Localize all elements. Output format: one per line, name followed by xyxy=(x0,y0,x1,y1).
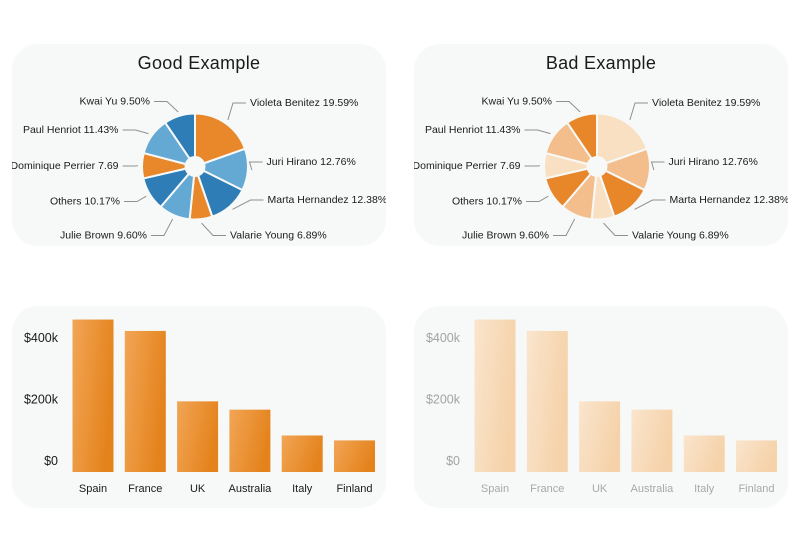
bar-category-label: Spain xyxy=(79,483,107,495)
leader-line xyxy=(629,102,648,121)
pie-slice xyxy=(164,112,196,168)
bar-category-label: Italy xyxy=(292,483,313,495)
bad-bar-chart: $400k $200k $0 Spain France UK Australia Italy F… xyxy=(426,319,777,495)
bar xyxy=(334,440,375,472)
pie-slice-label: Paul Henriot 11.43% xyxy=(23,124,119,136)
bar-category-label: UK xyxy=(592,483,608,495)
leader-line xyxy=(201,222,226,236)
pie-slice-label: Juri Hirano 12.76% xyxy=(267,156,356,168)
pie-slice-label: Paul Henriot 11.43% xyxy=(425,124,521,136)
good-example-title: Good Example xyxy=(137,53,261,73)
leader-line xyxy=(650,161,665,171)
pie-slice xyxy=(596,112,648,168)
bar-value-axis-label: $200k xyxy=(426,393,461,407)
leader-line xyxy=(227,102,246,121)
pie-slice-label: Marta Hernandez 12.38% xyxy=(268,194,387,206)
leader-line xyxy=(232,199,264,210)
bar-category-label: France xyxy=(530,483,564,495)
pie-slice-label: Kwai Yu 9.50% xyxy=(482,96,552,108)
bar-value-axis-label: $200k xyxy=(24,393,59,407)
bar-category-label: Finland xyxy=(336,483,372,495)
leader-line xyxy=(526,195,549,202)
bar-category-label: Finland xyxy=(738,483,774,495)
pie-slice-label: Others 10.17% xyxy=(50,196,120,208)
bar xyxy=(526,330,568,472)
bar xyxy=(579,401,621,472)
pie-slice-label: Violeta Benitez 19.59% xyxy=(250,97,358,109)
pie-slice xyxy=(194,112,246,168)
leader-line xyxy=(154,101,179,113)
bar-value-axis-label: $400k xyxy=(24,331,59,345)
pie-slice-label: Julie Brown 9.60% xyxy=(60,230,147,242)
pie-slice-label: Julie Brown 9.60% xyxy=(462,230,549,242)
pie-slice-label: Others 10.17% xyxy=(452,196,522,208)
good-bar-chart: $400k $200k $0 Spain France UK Australia Italy F… xyxy=(24,319,375,495)
leader-line xyxy=(122,129,149,135)
good-pie-chart: Violeta Benitez 19.59% Juri Hirano 12.76%… xyxy=(12,96,387,242)
bad-example-title: Bad Example xyxy=(545,53,657,73)
leader-line xyxy=(248,161,263,171)
leader-line xyxy=(151,218,174,236)
bar xyxy=(631,409,673,472)
pie-slice-label: Marta Hernandez 12.38% xyxy=(670,194,789,206)
leader-line xyxy=(556,101,581,113)
bar-value-axis-label: $0 xyxy=(44,454,58,468)
pie-slice-label: Kwai Yu 9.50% xyxy=(80,96,150,108)
bar-category-label: Australia xyxy=(229,483,273,495)
pie-slice-label: Juri Hirano 12.76% xyxy=(669,156,758,168)
bad-pie-card: Bad Example Violeta Benitez 19.59% Juri H… xyxy=(414,44,788,246)
leader-line xyxy=(634,199,666,210)
pie-slice-label: Valarie Young 6.89% xyxy=(632,230,729,242)
pie-slice-label: Dominique Perrier 7.69 xyxy=(414,160,521,172)
bar-value-axis-label: $0 xyxy=(446,454,460,468)
bar-category-label: Australia xyxy=(631,483,675,495)
leader-line xyxy=(124,195,147,202)
bar-category-label: France xyxy=(128,483,162,495)
bar-category-label: Spain xyxy=(481,483,509,495)
bad-bar-card: $400k $200k $0 Spain France UK Australia Italy F… xyxy=(414,306,788,508)
good-bar-card: $400k $200k $0 Spain France UK Australia Italy F… xyxy=(12,306,386,508)
bar xyxy=(177,401,219,472)
pie-slice-label: Dominique Perrier 7.69 xyxy=(12,160,119,172)
bad-pie-chart: Violeta Benitez 19.59% Juri Hirano 12.76%… xyxy=(414,96,789,242)
bar xyxy=(124,330,166,472)
leader-line xyxy=(524,129,551,135)
good-pie-card: Good Example Violeta Benitez 19.59% Juri … xyxy=(12,44,386,246)
leader-line xyxy=(603,222,628,236)
leader-line xyxy=(553,218,576,236)
donut-hole xyxy=(586,156,608,177)
bar xyxy=(281,435,323,472)
donut-hole xyxy=(184,156,206,177)
bar-category-label: Italy xyxy=(694,483,715,495)
bar xyxy=(736,440,777,472)
bar xyxy=(683,435,725,472)
bar xyxy=(72,319,114,472)
bar xyxy=(474,319,516,472)
bar-category-label: UK xyxy=(190,483,206,495)
bar-value-axis-label: $400k xyxy=(426,331,461,345)
pie-slice-label: Valarie Young 6.89% xyxy=(230,230,327,242)
pie-slice xyxy=(566,112,598,168)
bar xyxy=(229,409,271,472)
pie-slice-label: Violeta Benitez 19.59% xyxy=(652,97,760,109)
